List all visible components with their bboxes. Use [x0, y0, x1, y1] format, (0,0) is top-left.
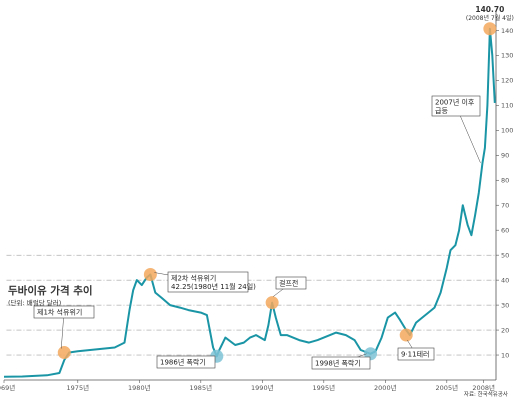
price-series-line [3, 27, 496, 378]
annotation-label: 2007년 이후 [435, 98, 475, 107]
peak-value-label: 140.70 [475, 5, 504, 14]
annotation-detail: 급등 [435, 107, 448, 115]
x-axis: 1969년 1975년 1980년 1985년 1990년 1995년 2000년 2005년… [0, 379, 496, 392]
event-marker [143, 268, 157, 282]
y-tick-label: 20 [501, 326, 509, 334]
annotation-label: 1998년 폭락기 [315, 359, 361, 368]
y-tick-label: 140 [501, 27, 513, 35]
y-axis: 10 20 30 40 50 60 70 80 90 100 110 120 130 140 [495, 12, 513, 380]
y-tick-label: 10 [501, 351, 509, 359]
x-tick-label: 1975년 [67, 383, 90, 392]
annotation-label: 9·11테러 [401, 350, 429, 359]
annotation-box [167, 271, 249, 293]
annotation-label: 제2차 석유위기 [171, 274, 216, 283]
annotation-box [431, 95, 481, 117]
y-tick-label: 70 [501, 202, 509, 210]
x-tick-label: 2000년 [374, 383, 397, 392]
chart-subtitle: (단위: 배럴당 달러) [8, 298, 61, 307]
y-tick-label: 120 [501, 77, 513, 85]
y-tick-label: 50 [501, 251, 509, 259]
x-tick-label: 1969년 [0, 383, 15, 392]
y-tick-label: 30 [501, 301, 509, 309]
y-tick-label: 130 [501, 52, 513, 60]
annotation-box [275, 276, 307, 290]
y-tick-label: 90 [501, 152, 509, 160]
annotation-box [311, 356, 371, 370]
annotation-label: 1986년 폭락기 [160, 358, 206, 367]
y-tick-label: 110 [501, 102, 513, 110]
event-marker [57, 346, 71, 360]
y-tick-label: 100 [501, 127, 513, 135]
annotation-box [397, 347, 435, 361]
reference-lines [6, 254, 496, 356]
annotation-box [156, 355, 216, 369]
x-tick-label: 1990년 [251, 383, 274, 392]
y-tick-label: 60 [501, 227, 509, 235]
source-note: 자료: 한국석유공사 [464, 390, 508, 398]
annotation-label: 걸프전 [279, 279, 298, 288]
series-layer [3, 27, 496, 378]
y-tick-label: 80 [501, 177, 509, 185]
event-marker [265, 296, 279, 310]
annotation-label: 제1차 석유위기 [37, 308, 82, 317]
x-tick-label: 1995년 [313, 383, 336, 392]
x-tick-label: 2005년 [436, 383, 459, 392]
y-tick-label: 40 [501, 276, 509, 284]
annotation-detail: 42.25(1980년 11월 24일) [171, 282, 256, 291]
x-tick-label: 1985년 [190, 383, 213, 392]
x-tick-label: 1980년 [128, 383, 151, 392]
x-tick-label: 2008년 [472, 383, 495, 392]
peak-date-label: (2008년 7월 4일) [466, 14, 514, 22]
annotation-box [33, 305, 95, 319]
chart-title: 두바이유 가격 추이 [8, 284, 93, 297]
event-marker [399, 328, 413, 342]
event-marker [483, 22, 497, 36]
